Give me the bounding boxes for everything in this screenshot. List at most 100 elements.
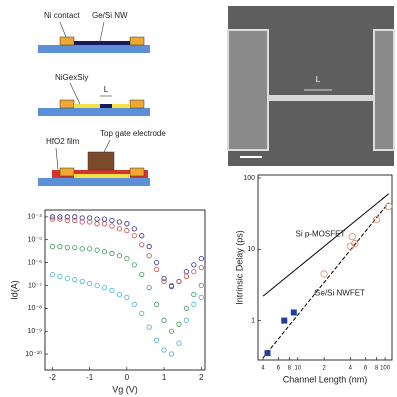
x-tick-label: 1 bbox=[162, 373, 167, 382]
y-tick-label: 10⁻¹⁰ bbox=[25, 350, 42, 358]
x-tick-label: -2 bbox=[49, 373, 57, 382]
pointer bbox=[60, 22, 66, 37]
sem-pad bbox=[374, 30, 394, 150]
data-point bbox=[177, 341, 181, 345]
data-point bbox=[177, 322, 181, 326]
data-point bbox=[199, 283, 203, 287]
data-point bbox=[87, 247, 91, 251]
data-point bbox=[117, 254, 121, 258]
sem-pad bbox=[228, 30, 268, 150]
contact bbox=[130, 168, 144, 176]
contact bbox=[60, 168, 74, 176]
data-point bbox=[125, 295, 129, 299]
data-point bbox=[132, 302, 136, 306]
x-tick-label: 100 bbox=[380, 366, 391, 372]
label: Top gate electrode bbox=[100, 129, 166, 138]
data-point bbox=[147, 285, 151, 289]
data-point bbox=[117, 227, 121, 231]
data-point bbox=[110, 288, 114, 292]
data-point bbox=[132, 263, 136, 267]
label: Ni contact bbox=[44, 11, 80, 20]
series-name: Si p-MOSFET bbox=[296, 229, 346, 238]
silicide bbox=[112, 104, 130, 108]
y-tick-label: 100 bbox=[243, 175, 255, 182]
data-point bbox=[154, 302, 158, 306]
data-point bbox=[95, 248, 99, 252]
pointer bbox=[100, 22, 104, 41]
x-tick-label: 8 bbox=[375, 366, 379, 372]
pointer bbox=[56, 148, 58, 170]
scale-bar bbox=[240, 156, 262, 158]
x-axis-label: Vg (V) bbox=[112, 384, 138, 394]
x-tick-label: 8 bbox=[288, 366, 292, 372]
nanowire bbox=[100, 104, 112, 108]
data-point bbox=[73, 277, 77, 281]
figure: Ni contact Ge/Si NW NiGexSiy L HfO2 film… bbox=[0, 0, 397, 397]
data-point bbox=[102, 222, 106, 226]
data-point bbox=[140, 234, 144, 238]
x-tick-label: 2 bbox=[199, 373, 204, 382]
data-point bbox=[199, 295, 203, 299]
data-point bbox=[102, 217, 106, 221]
data-point bbox=[386, 203, 392, 209]
data-point bbox=[95, 222, 99, 226]
data-point bbox=[102, 249, 106, 253]
data-point bbox=[281, 318, 287, 324]
x-tick-label: 6 bbox=[364, 366, 368, 372]
data-point bbox=[184, 306, 188, 310]
data-point bbox=[117, 220, 121, 224]
x-tick-label: 4 bbox=[261, 366, 265, 372]
data-point bbox=[140, 272, 144, 276]
label: NiGexSiy bbox=[55, 73, 88, 82]
y-axis-label: Intrinsic Delay (ps) bbox=[234, 230, 244, 305]
x-tick-label: 0 bbox=[125, 373, 130, 382]
data-point bbox=[184, 318, 188, 322]
data-point bbox=[192, 269, 196, 273]
y-tick-label: 10⁻⁶ bbox=[28, 259, 42, 266]
series-name: Ge/Si NWFET bbox=[314, 289, 365, 298]
data-point bbox=[140, 311, 144, 315]
data-point bbox=[140, 243, 144, 247]
data-point bbox=[80, 279, 84, 283]
data-point bbox=[199, 265, 203, 269]
plot-frame bbox=[258, 175, 392, 360]
data-point bbox=[184, 269, 188, 273]
y-tick-label: 10 bbox=[247, 246, 255, 253]
data-point bbox=[169, 329, 173, 333]
label: Ge/Si NW bbox=[92, 11, 128, 20]
data-point bbox=[102, 285, 106, 289]
data-point bbox=[349, 234, 355, 240]
substrate bbox=[38, 45, 150, 53]
y-axis-label: Id(A) bbox=[9, 280, 19, 300]
y-tick-label: 10⁻⁹ bbox=[28, 328, 42, 335]
nanowire bbox=[74, 41, 130, 45]
data-point bbox=[162, 318, 166, 322]
sem-wire bbox=[268, 95, 374, 101]
data-point bbox=[265, 350, 271, 356]
contact bbox=[130, 37, 144, 45]
data-point bbox=[65, 245, 69, 249]
y-tick-label: 1 bbox=[251, 317, 255, 324]
x-tick-label: 10 bbox=[294, 366, 301, 372]
data-point bbox=[321, 271, 327, 277]
data-point bbox=[184, 274, 188, 278]
data-point bbox=[50, 244, 54, 248]
data-point bbox=[50, 272, 54, 276]
data-point bbox=[117, 292, 121, 296]
data-point bbox=[169, 352, 173, 356]
data-point bbox=[125, 222, 129, 226]
y-tick-label: 10⁻⁴ bbox=[28, 214, 43, 221]
contact bbox=[130, 100, 144, 108]
data-point bbox=[147, 325, 151, 329]
data-point bbox=[73, 245, 77, 249]
data-point bbox=[162, 279, 166, 283]
substrate bbox=[38, 108, 150, 116]
data-point bbox=[125, 228, 129, 232]
data-point bbox=[177, 279, 181, 283]
data-point bbox=[291, 309, 297, 315]
data-point bbox=[154, 338, 158, 342]
data-point bbox=[147, 244, 151, 248]
sem-label: L bbox=[316, 75, 321, 84]
data-point bbox=[87, 281, 91, 285]
substrate bbox=[38, 178, 150, 186]
